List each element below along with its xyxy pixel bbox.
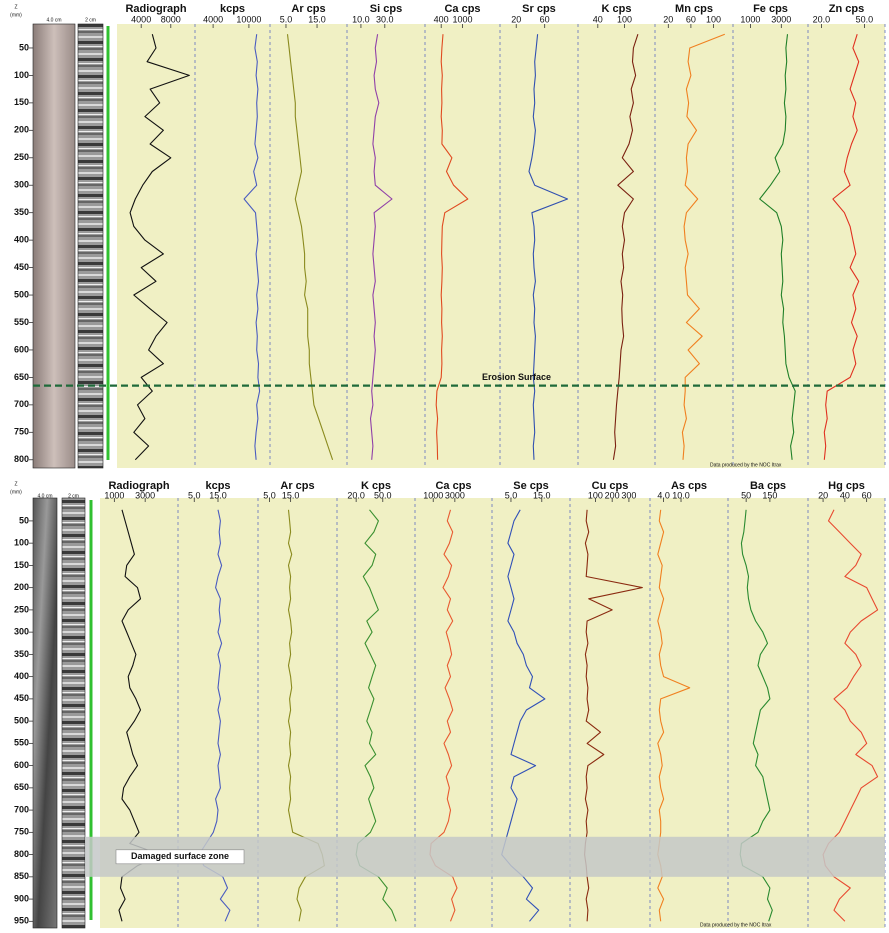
x-tick-label: 3000 — [771, 14, 791, 24]
y-tick-label: 500 — [14, 289, 29, 299]
annotation-label: Erosion Surface — [482, 372, 551, 382]
track-title: Ca cps — [444, 3, 480, 15]
y-tick-label: 350 — [14, 649, 29, 659]
image-label: 2 cm — [85, 17, 96, 23]
x-tick-label: 10000 — [236, 14, 261, 24]
y-tick-label: 700 — [14, 804, 29, 814]
y-tick-label: 750 — [14, 827, 29, 837]
image-label: 4.0 cm — [37, 493, 52, 499]
x-tick-label: 100 — [706, 14, 721, 24]
track-title: Radiograph — [125, 3, 186, 15]
page: 4.0 cm 2 cm Z (mm) 50 100 150 200 250 300 350 400 45… — [0, 0, 889, 933]
x-tick-label: 30.0 — [376, 14, 394, 24]
track-title: Fe cps — [753, 3, 788, 15]
y-tick-label: 600 — [14, 760, 29, 770]
y-tick-label: 100 — [14, 538, 29, 548]
footnote: Data produced by the NOC Itrax — [710, 462, 782, 468]
track-title: Ar cps — [291, 3, 325, 15]
x-tick-label: 100 — [617, 14, 632, 24]
track-title: K cps — [602, 3, 632, 15]
x-tick-label: 4000 — [203, 14, 223, 24]
track-title: Zn cps — [829, 3, 864, 15]
core-image — [78, 24, 103, 468]
y-tick-label: 800 — [14, 454, 29, 464]
image-label: 2 cm — [68, 493, 79, 499]
y-tick-label: 700 — [14, 399, 29, 409]
x-tick-label: 50.0 — [856, 14, 874, 24]
y-tick-label: 550 — [14, 738, 29, 748]
y-axis-label: Z — [14, 481, 17, 487]
y-tick-label: 650 — [14, 782, 29, 792]
x-tick-label: 4000 — [131, 14, 151, 24]
x-tick-label: 20 — [663, 14, 673, 24]
y-tick-label: 950 — [14, 916, 29, 926]
x-tick-label: 60 — [686, 14, 696, 24]
y-tick-label: 50 — [19, 42, 29, 52]
x-tick-label: 10.0 — [352, 14, 370, 24]
y-tick-label: 650 — [14, 372, 29, 382]
y-tick-label: 900 — [14, 893, 29, 903]
x-tick-label: 400 — [434, 14, 449, 24]
x-tick-label: 5.0 — [280, 14, 293, 24]
y-tick-label: 800 — [14, 849, 29, 859]
core-image — [33, 24, 75, 468]
y-axis-unit: (mm) — [10, 12, 22, 18]
y-tick-label: 450 — [14, 262, 29, 272]
y-tick-label: 850 — [14, 871, 29, 881]
x-tick-label: 20.0 — [813, 14, 831, 24]
plot-background — [117, 24, 885, 468]
footnote: Data produced by the NOC Itrax — [700, 922, 772, 928]
core-image — [62, 498, 85, 928]
y-tick-label: 400 — [14, 235, 29, 245]
y-tick-label: 250 — [14, 604, 29, 614]
y-tick-label: 200 — [14, 582, 29, 592]
y-tick-label: 500 — [14, 715, 29, 725]
figure: 4.0 cm 2 cm Z (mm) 50 100 150 200 250 300 350 400 45… — [0, 0, 889, 933]
x-tick-label: 1000 — [452, 14, 472, 24]
track-title: kcps — [220, 3, 245, 15]
y-tick-label: 150 — [14, 97, 29, 107]
track-title: Si cps — [370, 3, 402, 15]
image-label: 4.0 cm — [46, 17, 61, 23]
x-tick-label: 60 — [540, 14, 550, 24]
core-image — [33, 498, 57, 928]
y-tick-label: 750 — [14, 427, 29, 437]
y-tick-label: 450 — [14, 693, 29, 703]
x-tick-label: 20 — [511, 14, 521, 24]
y-tick-label: 300 — [14, 627, 29, 637]
y-tick-label: 300 — [14, 180, 29, 190]
y-tick-label: 50 — [19, 515, 29, 525]
y-tick-label: 150 — [14, 560, 29, 570]
y-axis-unit: (mm) — [10, 489, 22, 495]
y-tick-label: 250 — [14, 152, 29, 162]
x-tick-label: 8000 — [161, 14, 181, 24]
y-tick-label: 600 — [14, 344, 29, 354]
y-tick-label: 200 — [14, 125, 29, 135]
y-tick-label: 550 — [14, 317, 29, 327]
y-axis-label: Z — [14, 4, 17, 10]
x-tick-label: 1000 — [740, 14, 760, 24]
y-tick-label: 400 — [14, 671, 29, 681]
track-title: Sr cps — [522, 3, 556, 15]
y-tick-label: 350 — [14, 207, 29, 217]
annotation-label: Damaged surface zone — [131, 851, 229, 861]
x-tick-label: 40 — [593, 14, 603, 24]
y-tick-label: 100 — [14, 70, 29, 80]
track-title: Mn cps — [675, 3, 713, 15]
x-tick-label: 15.0 — [308, 14, 326, 24]
